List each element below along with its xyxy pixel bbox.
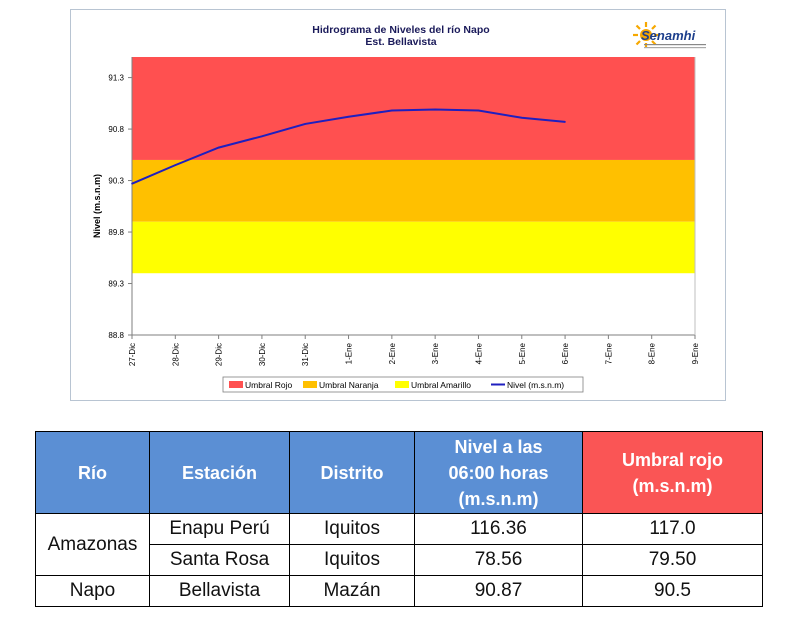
x-tick-label: 31-Dic	[301, 343, 310, 366]
x-tick-label: 29-Dic	[215, 343, 224, 366]
cell-rio: Amazonas	[35, 513, 150, 576]
x-tick-label: 3-Ene	[431, 342, 440, 364]
x-tick-label: 30-Dic	[258, 343, 267, 366]
cell-estacion: Bellavista	[149, 575, 290, 607]
cell-estacion: Enapu Perú	[149, 513, 290, 545]
x-tick-label: 2-Ene	[388, 342, 397, 364]
data-point	[434, 108, 436, 111]
y-axis-title: Nivel (m.s.n.m)	[92, 174, 102, 238]
threshold-band-2	[132, 221, 695, 274]
data-point	[477, 109, 480, 112]
header-nivel: Nivel a las 06:00 horas (m.s.n.m)	[414, 431, 583, 514]
table-row: Amazonas Enapu Perú Iquitos 116.36 117.0	[35, 513, 763, 576]
x-tick-label: 27-Dic	[128, 343, 137, 366]
chart-frame: Hidrograma de Niveles del río Napo Est. …	[70, 9, 726, 401]
legend-swatch-0	[229, 381, 243, 388]
data-point	[520, 116, 523, 119]
y-tick-label: 90.8	[108, 125, 124, 134]
legend-label-1: Umbral Naranja	[319, 380, 379, 390]
cell-distrito: Iquitos	[289, 544, 415, 576]
cell-nivel: 116.36	[414, 513, 583, 545]
threshold-band-0	[132, 57, 695, 160]
chart-legend: Umbral Rojo Umbral Naranja Umbral Amarillo…	[222, 376, 584, 393]
cell-distrito: Mazán	[289, 575, 415, 607]
y-tick-label: 89.8	[108, 228, 124, 237]
chart-title: Hidrograma de Niveles del río Napo	[312, 24, 489, 36]
cell-rio: Napo	[35, 575, 150, 607]
data-point	[304, 123, 307, 125]
data-point	[174, 164, 177, 166]
river-level-table: Río Estación Distrito Nivel a las 06:00 …	[35, 431, 763, 607]
senamhi-logo: Senamhi	[633, 22, 706, 49]
table-row: Napo Bellavista Mazán 90.87 90.5	[35, 575, 763, 607]
sun-rays-icon	[633, 22, 659, 48]
legend-swatch-2	[395, 381, 409, 388]
cell-umbral: 90.5	[582, 575, 763, 607]
x-tick-label: 7-Ene	[604, 342, 613, 364]
logo-text: Senamhi	[641, 28, 696, 43]
cell-distrito: Iquitos	[289, 513, 415, 545]
data-point	[261, 135, 263, 138]
plot-area: 88.8 89.3 89.8 90.3 90.8 91.3 27-Dic 28-Dic 29-D…	[108, 57, 700, 366]
cell-umbral: 79.50	[582, 544, 763, 576]
x-tick-label: 28-Dic	[171, 343, 180, 366]
table-header-row: Río Estación Distrito Nivel a las 06:00 …	[35, 431, 763, 514]
x-tick-label: 5-Ene	[518, 342, 527, 364]
legend-label-3: Nivel (m.s.n.m)	[507, 380, 564, 390]
header-rio: Río	[35, 431, 150, 514]
legend-label-0: Umbral Rojo	[245, 380, 293, 390]
hydrograph-chart: Hidrograma de Niveles del río Napo Est. …	[92, 22, 706, 393]
y-tick-label: 88.8	[108, 331, 124, 340]
cell-nivel: 78.56	[414, 544, 583, 576]
cell-nivel: 90.87	[414, 575, 583, 607]
x-tick-label: 1-Ene	[345, 342, 354, 364]
data-point	[347, 115, 350, 118]
cell-umbral: 117.0	[582, 513, 763, 545]
legend-label-2: Umbral Amarillo	[411, 380, 471, 390]
header-distrito: Distrito	[289, 431, 415, 514]
x-tick-label: 4-Ene	[474, 342, 483, 364]
y-tick-label: 90.3	[108, 177, 124, 186]
data-point	[391, 109, 393, 112]
header-umbral-rojo: Umbral rojo (m.s.n.m)	[582, 431, 763, 514]
y-tick-label: 91.3	[108, 74, 124, 83]
x-tick-label: 8-Ene	[648, 342, 657, 364]
header-estacion: Estación	[149, 431, 290, 514]
x-tick-label: 6-Ene	[561, 342, 570, 364]
threshold-band-1	[132, 159, 695, 222]
data-point	[217, 146, 220, 149]
data-point	[131, 182, 133, 185]
cell-estacion: Santa Rosa	[149, 544, 290, 576]
y-tick-label: 89.3	[108, 280, 124, 289]
chart-subtitle: Est. Bellavista	[365, 36, 436, 48]
legend-swatch-1	[303, 381, 317, 388]
data-point	[564, 121, 566, 123]
x-tick-label: 9-Ene	[691, 342, 700, 364]
